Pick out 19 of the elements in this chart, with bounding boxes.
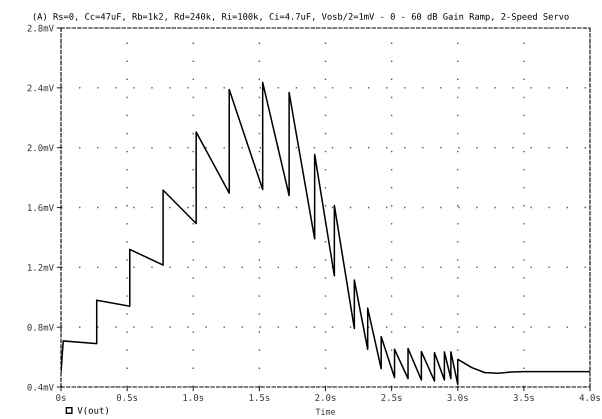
y-tick-label: 2.4mV — [28, 84, 54, 92]
legend-label: V(out) — [78, 406, 108, 415]
x-tick-label: 2.5s — [381, 394, 402, 401]
x-tick-label: 0s — [56, 394, 66, 401]
x-tick-label: 3.0s — [447, 394, 468, 401]
x-tick-label: 4.0s — [580, 394, 600, 401]
x-tick-label: 1.0s — [183, 394, 204, 401]
y-tick-label: 1.6mV — [28, 204, 54, 212]
x-axis-title: Time — [316, 408, 336, 415]
y-tick-label: 1.2mV — [28, 264, 54, 271]
x-tick-label: 3.5s — [514, 394, 534, 401]
x-tick-label: 2.0s — [315, 394, 336, 401]
y-tick-label: 0.8mV — [27, 324, 54, 331]
y-tick-label: 2.0mV — [28, 144, 54, 152]
y-tick-label: 0.4mV — [27, 384, 54, 391]
x-tick-label: 0.5s — [116, 394, 138, 401]
x-tick-label: 1.5s — [250, 394, 270, 401]
chart-title: (A) Rs=0, Cc=47uF, Rb=1k2, Rd=240k, Ri=100k, Ci=4.7uF, Vosb/2=1mV - 0 - 60 dB Gain Ramp, 2-Speed Servo — [34, 13, 569, 22]
y-tick-label: 2.8mV — [28, 24, 54, 32]
